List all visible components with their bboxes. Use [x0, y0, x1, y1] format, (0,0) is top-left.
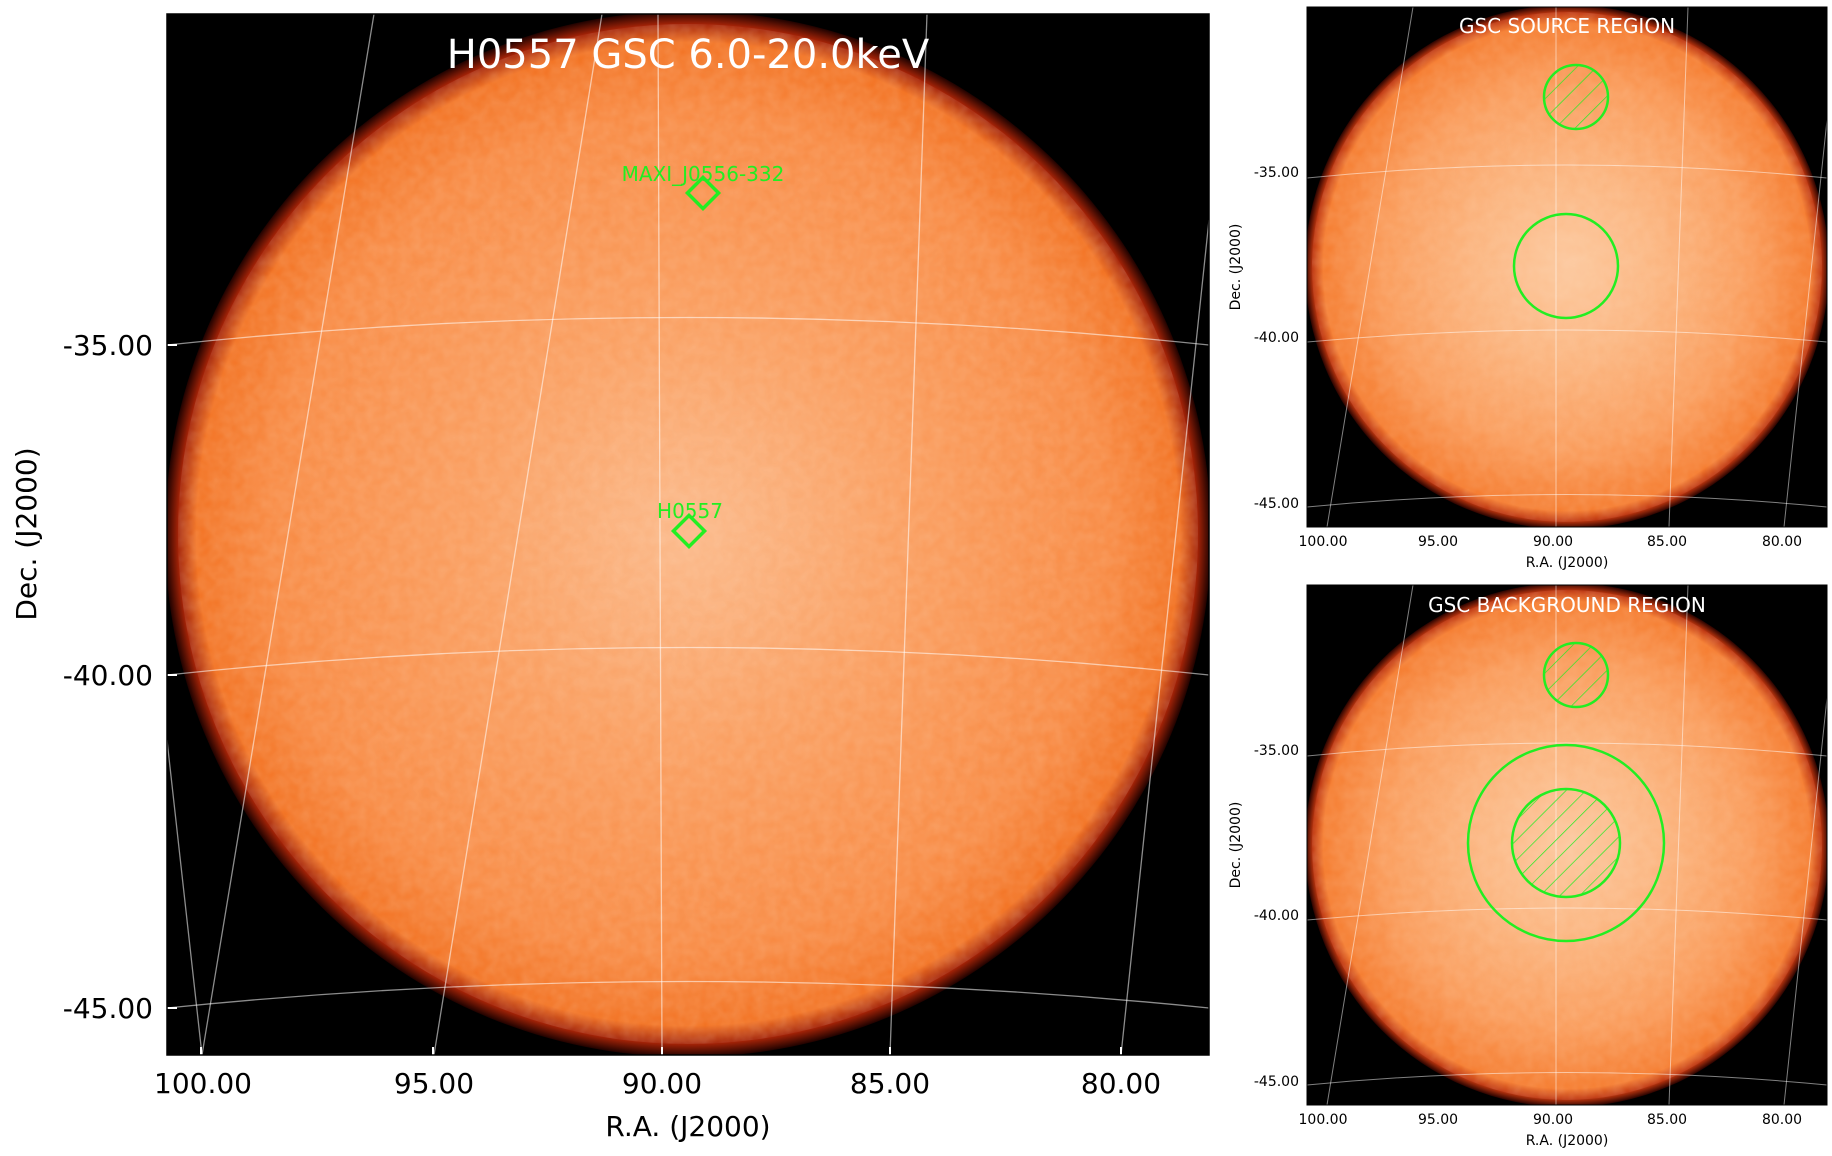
main-sky-noise	[178, 24, 1198, 1044]
source-region-panel: GSC SOURCE REGION 100.00 95.00 90.00 85.…	[1228, 6, 1828, 571]
main-xaxis-label: R.A. (J2000)	[605, 1110, 770, 1143]
background-grid-ra-85	[1668, 585, 1689, 1105]
grid-dec-40	[167, 646, 1209, 676]
background-xtick-label: 90.00	[1533, 1112, 1573, 1128]
source-xtick-label: 80.00	[1762, 534, 1802, 550]
background-ytick-label: -40.00	[1254, 908, 1299, 924]
main-ytick-label: -35.00	[63, 329, 153, 362]
grid-ra-90	[657, 14, 663, 1055]
main-tick-marks	[167, 344, 1122, 1055]
main-yaxis-label: Dec. (J2000)	[10, 447, 43, 620]
background-excluded-region-top[interactable]	[1542, 641, 1610, 709]
background-grid-dec-45	[1307, 1072, 1827, 1086]
main-xtick-label: 90.00	[622, 1067, 702, 1100]
background-xtick-label: 85.00	[1647, 1112, 1687, 1128]
main-ytick-label: -45.00	[63, 992, 153, 1025]
marker-h0557-diamond[interactable]	[670, 512, 708, 550]
source-grid-ra-85	[1668, 7, 1689, 527]
source-grid-dec-35	[1307, 164, 1827, 179]
main-xtick-label: 85.00	[850, 1067, 930, 1100]
grid-ra-95	[433, 14, 603, 1055]
main-title: H0557 GSC 6.0-20.0keV	[447, 32, 930, 78]
grid-ra-100-lower	[167, 739, 203, 1055]
source-sky-noise	[1312, 12, 1822, 522]
source-xtick-label: 90.00	[1533, 534, 1573, 550]
background-xtick-label: 95.00	[1418, 1112, 1458, 1128]
source-grid-ra-80	[1783, 119, 1827, 527]
main-ytick-label: -40.00	[63, 659, 153, 692]
background-frame-border	[1306, 584, 1828, 1106]
background-xtick-label: 80.00	[1762, 1112, 1802, 1128]
marker-maxi-diamond[interactable]	[684, 174, 722, 212]
background-grid-ra-95	[1326, 585, 1414, 1105]
main-xtick-label: 80.00	[1081, 1067, 1161, 1100]
background-yaxis-label: Dec. (J2000)	[1228, 802, 1244, 889]
background-ytick-label: -45.00	[1254, 1074, 1299, 1090]
source-ytick-label: -45.00	[1254, 496, 1299, 512]
main-frame-border	[166, 13, 1210, 1056]
source-ytick-label: -35.00	[1254, 165, 1299, 181]
background-xtick-label: 100.00	[1299, 1112, 1348, 1128]
source-frame-border	[1306, 6, 1828, 528]
source-xtick-label: 95.00	[1418, 534, 1458, 550]
main-xtick-label: 95.00	[394, 1067, 474, 1100]
source-grid-dec-45	[1307, 494, 1827, 508]
marker-maxi-label: MAXI_J0556-332	[622, 162, 785, 186]
grid-ra-85	[889, 14, 928, 1055]
source-yaxis-label: Dec. (J2000)	[1228, 224, 1244, 311]
background-grid-ra-80	[1783, 697, 1827, 1105]
source-xtick-label: 85.00	[1647, 534, 1687, 550]
grid-ra-100	[201, 14, 375, 1055]
source-ytick-label: -40.00	[1254, 330, 1299, 346]
source-extraction-region[interactable]	[1512, 212, 1620, 320]
source-excluded-region[interactable]	[1542, 63, 1610, 131]
background-grid-dec-35	[1307, 742, 1827, 757]
source-xtick-label: 100.00	[1299, 534, 1348, 550]
background-ytick-label: -35.00	[1254, 743, 1299, 759]
background-panel-title: GSC BACKGROUND REGION	[1428, 593, 1706, 617]
grid-ra-80	[1120, 219, 1209, 1055]
grid-dec-35	[167, 316, 1209, 346]
main-xtick-label: 100.00	[154, 1067, 252, 1100]
background-annulus-inner-excluded[interactable]	[1510, 787, 1622, 899]
background-annulus-outer[interactable]	[1466, 743, 1666, 943]
grid-dec-45	[167, 980, 1209, 1009]
background-xaxis-label: R.A. (J2000)	[1526, 1133, 1609, 1149]
background-grid-dec-40	[1307, 907, 1827, 921]
source-grid-ra-95	[1326, 7, 1414, 527]
main-sky-panel: H0557 GSC 6.0-20.0keV MAXI_J0556-332 H05…	[10, 13, 1210, 1143]
background-region-panel: GSC BACKGROUND REGION 100.00 95.00 90.00…	[1228, 584, 1828, 1149]
source-panel-title: GSC SOURCE REGION	[1459, 14, 1675, 38]
marker-h0557-label: H0557	[657, 499, 723, 523]
source-xaxis-label: R.A. (J2000)	[1526, 555, 1609, 571]
source-grid-dec-40	[1307, 329, 1827, 343]
